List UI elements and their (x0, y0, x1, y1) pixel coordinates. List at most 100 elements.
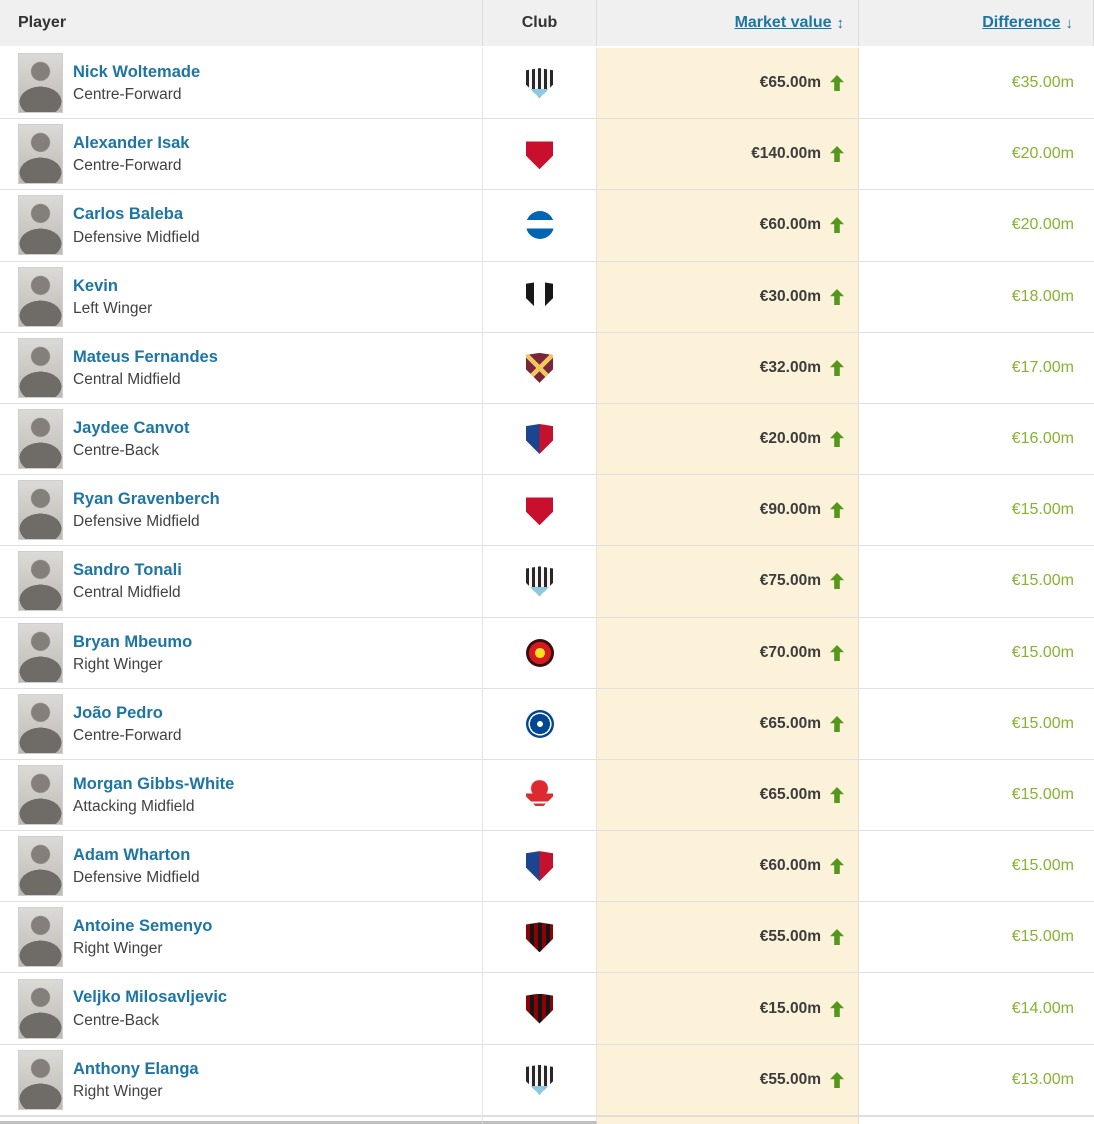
player-photo[interactable] (18, 907, 63, 968)
player-photo[interactable] (18, 551, 63, 612)
crystal-palace-crest-icon[interactable] (526, 424, 553, 455)
player-cell: Sandro Tonali Central Midfield (0, 546, 482, 616)
bournemouth-crest-icon[interactable] (526, 922, 553, 953)
player-name-link[interactable]: Alexander Isak (73, 134, 190, 153)
player-name-link[interactable]: Morgan Gibbs-White (73, 774, 235, 793)
market-value-cell: €32.00m (597, 332, 859, 403)
trend-up-icon (830, 1000, 844, 1017)
newcastle-crest-icon[interactable] (526, 1064, 553, 1095)
player-name-link[interactable]: Jaydee Canvot (73, 418, 190, 437)
newcastle-crest-icon[interactable] (526, 68, 553, 99)
nottingham-forest-crest-icon[interactable] (526, 779, 553, 810)
player-position: Defensive Midfield (73, 228, 200, 246)
player-name-link[interactable]: Antoine Semenyo (73, 917, 213, 936)
difference-value: €20.00m (1011, 145, 1074, 163)
man-united-crest-icon[interactable] (525, 638, 554, 667)
player-name-link[interactable]: Sandro Tonali (73, 561, 182, 580)
newcastle-crest-icon[interactable] (526, 566, 553, 597)
chelsea-crest-icon[interactable] (525, 709, 554, 738)
player-position: Centre-Back (73, 442, 160, 460)
table-row: Morgan Gibbs-White Attacking Midfield €6… (0, 759, 1094, 832)
market-value-cell: €90.00m (597, 475, 859, 546)
player-name-link[interactable]: João Pedro (73, 703, 163, 722)
player-photo[interactable] (18, 978, 63, 1039)
player-name-link[interactable]: Mateus Fernandes (73, 347, 218, 366)
market-value-cell: €65.00m (597, 48, 859, 119)
player-position: Centre-Back (73, 1011, 160, 1029)
player-cell: João Pedro Centre-Forward (0, 689, 482, 759)
club-cell (482, 48, 597, 119)
player-photo[interactable] (18, 622, 63, 683)
trend-up-icon (830, 715, 844, 732)
market-value: €60.00m (759, 216, 821, 234)
club-cell (482, 261, 597, 332)
brighton-crest-icon[interactable] (525, 211, 554, 240)
difference-value: €17.00m (1011, 358, 1074, 376)
difference-value: €15.00m (1011, 785, 1074, 803)
difference-value: €15.00m (1011, 857, 1074, 875)
difference-cell: €14.00m (859, 973, 1094, 1043)
trend-up-icon (830, 573, 844, 590)
player-cell: Morgan Gibbs-White Attacking Midfield (0, 760, 482, 830)
player-photo[interactable] (18, 124, 63, 185)
difference-value: €35.00m (1011, 74, 1074, 92)
player-photo[interactable] (18, 693, 63, 754)
player-photo[interactable] (18, 764, 63, 825)
crystal-palace-crest-icon[interactable] (526, 851, 553, 882)
trend-up-icon (830, 929, 844, 946)
player-info: João Pedro Centre-Forward (73, 704, 182, 744)
fulham-crest-icon[interactable] (526, 281, 553, 312)
difference-cell: €15.00m (859, 760, 1094, 830)
player-name-link[interactable]: Veljko Milosavljevic (73, 988, 228, 1007)
market-value: €65.00m (759, 714, 821, 732)
player-cell: Ryan Gravenberch Defensive Midfield (0, 475, 482, 545)
market-value: €70.00m (759, 643, 821, 661)
trend-up-icon (830, 644, 844, 661)
club-cell (482, 1115, 597, 1124)
club-cell (482, 688, 597, 759)
club-cell (482, 617, 597, 688)
difference-cell: €16.00m (859, 404, 1094, 474)
bournemouth-crest-icon[interactable] (526, 993, 553, 1024)
trend-up-icon (830, 1071, 844, 1088)
market-value-cell: €65.00m (597, 688, 859, 759)
market-value-cell: €55.00m (597, 1044, 859, 1115)
player-name-link[interactable]: Anthony Elanga (73, 1059, 199, 1078)
sort-desc-icon: ↓ (1065, 14, 1074, 32)
player-photo[interactable] (18, 480, 63, 541)
club-cell (482, 119, 597, 190)
difference-sort-link[interactable]: Difference ↓ (982, 14, 1073, 32)
player-photo[interactable] (18, 266, 63, 327)
player-name-link[interactable]: Bryan Mbeumo (73, 632, 193, 651)
trend-up-icon (830, 786, 844, 803)
player-name-link[interactable]: Adam Wharton (73, 846, 191, 865)
player-name-link[interactable]: Carlos Baleba (73, 205, 184, 224)
west-ham-crest-icon[interactable] (526, 352, 553, 383)
difference-cell: €13.00m (859, 1045, 1094, 1115)
club-cell (482, 332, 597, 403)
player-photo[interactable] (18, 1049, 63, 1110)
player-photo[interactable] (18, 195, 63, 256)
club-cell (482, 1044, 597, 1115)
player-photo[interactable] (18, 337, 63, 398)
player-info: Veljko Milosavljevic Centre-Back (73, 988, 227, 1028)
difference-cell: €35.00m (859, 48, 1094, 118)
player-photo[interactable] (18, 53, 63, 114)
column-header-market-value: Market value ↕ (597, 0, 859, 46)
player-info: Ryan Gravenberch Defensive Midfield (73, 490, 220, 530)
liverpool-crest-icon[interactable] (526, 139, 553, 170)
player-name-link[interactable]: Kevin (73, 276, 118, 295)
player-photo[interactable] (18, 409, 63, 470)
player-name-link[interactable]: Nick Woltemade (73, 63, 201, 81)
difference-label: Difference (982, 14, 1061, 31)
player-name-link[interactable]: Ryan Gravenberch (73, 490, 220, 509)
market-value-cell (597, 1115, 859, 1124)
player-info: Adam Wharton Defensive Midfield (73, 846, 200, 886)
club-cell (482, 902, 597, 973)
player-photo[interactable] (18, 836, 63, 897)
market-value-sort-link[interactable]: Market value ↕ (735, 14, 844, 32)
trend-up-icon (830, 858, 844, 875)
difference-value: €15.00m (1011, 714, 1074, 732)
difference-value: €14.00m (1011, 999, 1074, 1017)
liverpool-crest-icon[interactable] (526, 495, 553, 526)
